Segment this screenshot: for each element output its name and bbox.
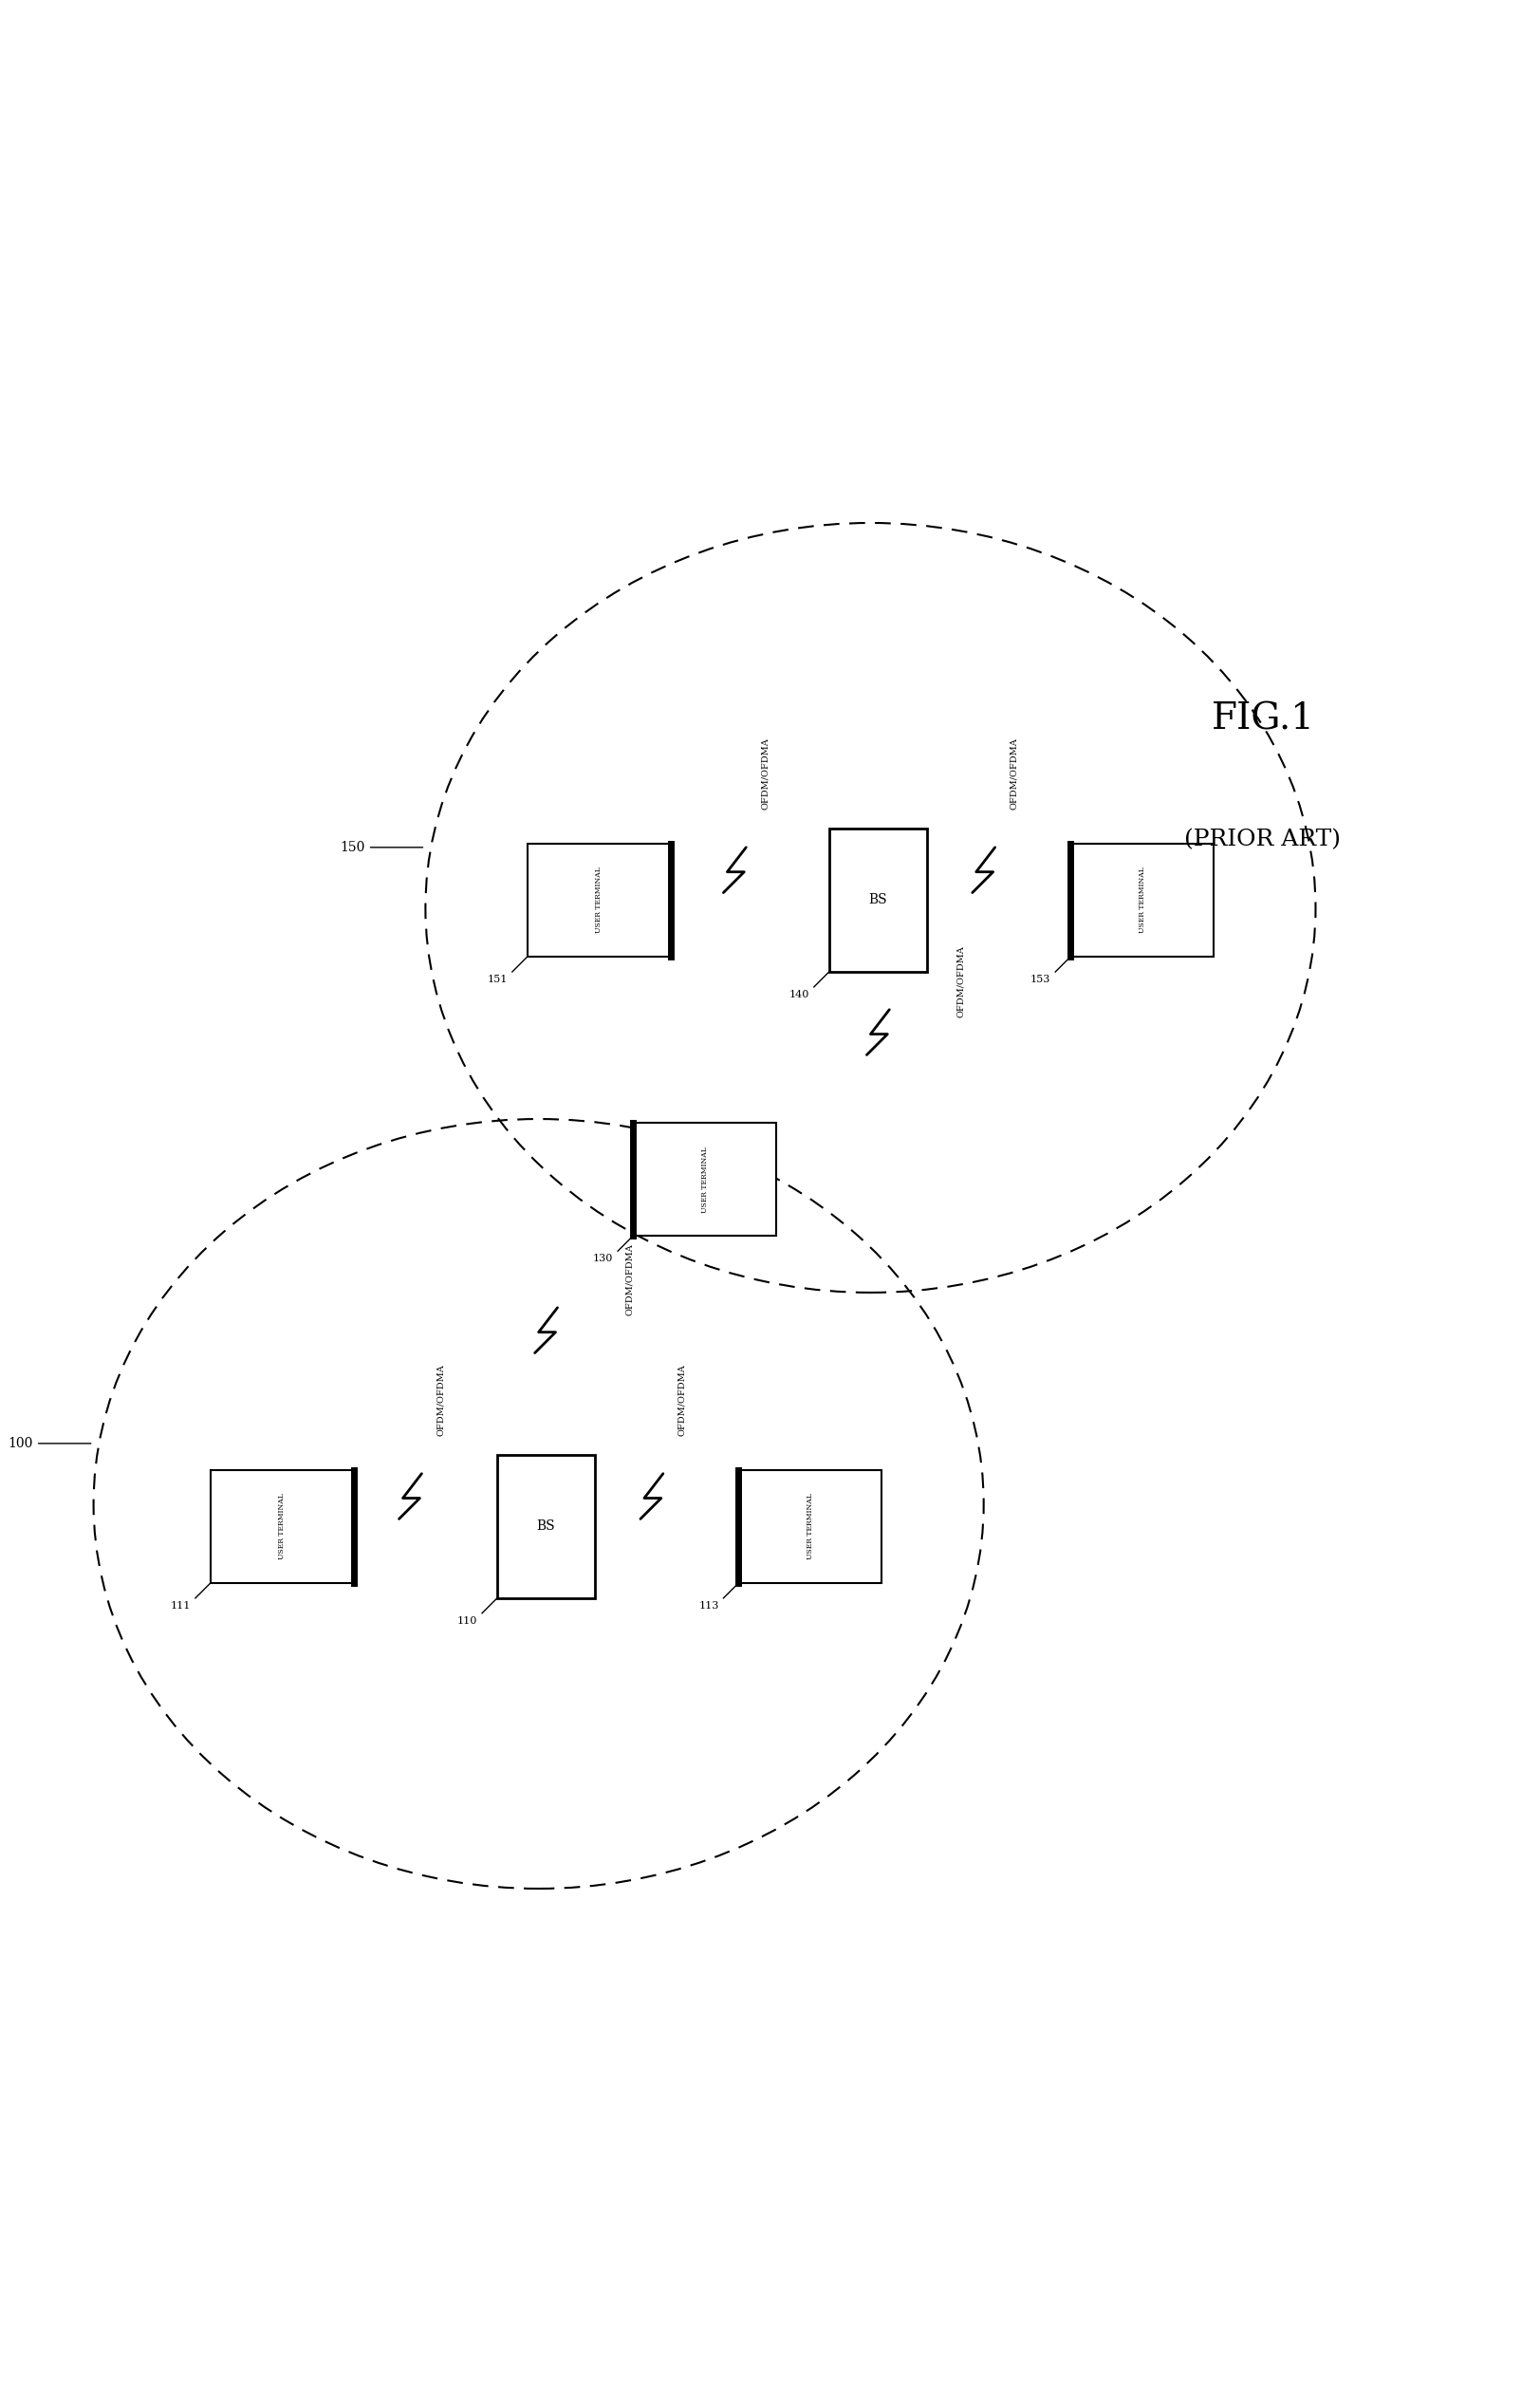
Text: USER TERMINAL: USER TERMINAL — [594, 868, 602, 933]
Text: FIG.1: FIG.1 — [1210, 702, 1314, 736]
Bar — [1070, 844, 1214, 957]
Text: USER TERMINAL: USER TERMINAL — [805, 1493, 813, 1560]
Text: 130: 130 — [593, 1255, 613, 1265]
Text: OFDM/OFDMA: OFDM/OFDMA — [1009, 738, 1018, 810]
Bar — [497, 1454, 594, 1599]
Text: 150: 150 — [340, 841, 422, 853]
Text: (PRIOR ART): (PRIOR ART) — [1184, 829, 1340, 851]
Text: OFDM/OFDMA: OFDM/OFDMA — [436, 1363, 445, 1435]
Text: 110: 110 — [457, 1615, 477, 1625]
Text: 111: 111 — [171, 1601, 191, 1611]
Text: OFDM/OFDMA: OFDM/OFDMA — [678, 1363, 685, 1435]
Text: 113: 113 — [698, 1601, 719, 1611]
Bar — [527, 844, 670, 957]
Text: OFDM/OFDMA: OFDM/OFDMA — [625, 1243, 633, 1315]
Text: 151: 151 — [487, 976, 507, 983]
Text: USER TERMINAL: USER TERMINAL — [279, 1493, 286, 1560]
Text: USER TERMINAL: USER TERMINAL — [701, 1147, 708, 1212]
Text: OFDM/OFDMA: OFDM/OFDMA — [761, 738, 768, 810]
Text: USER TERMINAL: USER TERMINAL — [1138, 868, 1146, 933]
Text: OFDM/OFDMA: OFDM/OFDMA — [956, 945, 964, 1017]
Text: BS: BS — [536, 1519, 554, 1534]
Text: BS: BS — [869, 894, 887, 906]
Text: 100: 100 — [8, 1438, 91, 1450]
Bar — [633, 1123, 776, 1236]
Bar — [211, 1469, 354, 1584]
Bar — [738, 1469, 881, 1584]
Text: 153: 153 — [1030, 976, 1050, 983]
Bar — [829, 829, 927, 971]
Text: 140: 140 — [788, 990, 808, 1000]
